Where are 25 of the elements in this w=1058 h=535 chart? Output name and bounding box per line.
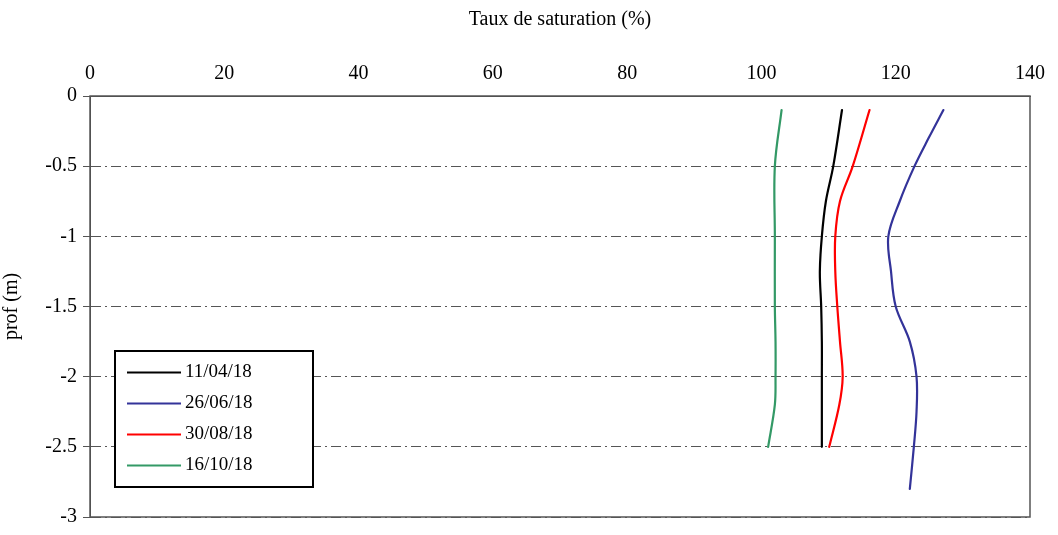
x-tick-label: 120 [880, 61, 911, 84]
y-tick-label: -1.5 [45, 293, 77, 316]
legend-label: 30/08/18 [185, 422, 253, 444]
line-series [818, 108, 844, 448]
x-tick-label: 140 [1015, 61, 1045, 84]
y-tick-label: -2.5 [45, 434, 77, 457]
y-tick-label: -2 [60, 363, 77, 386]
line-series [886, 108, 945, 491]
x-tick-label: 80 [617, 61, 638, 84]
x-tick-label: 40 [348, 61, 369, 84]
y-tick-label: -1 [60, 223, 77, 246]
legend-label: 11/04/18 [185, 360, 252, 382]
y-tick-label: 0 [67, 83, 77, 106]
x-tick-label: 60 [482, 61, 503, 84]
legend-label: 26/06/18 [185, 391, 253, 413]
x-tick-label: 0 [85, 61, 95, 84]
y-axis-title: prof (m) [0, 272, 23, 341]
line-series [767, 108, 783, 448]
x-axis-title: Taux de saturation (%) [468, 7, 652, 31]
x-tick-label: 20 [214, 61, 235, 84]
legend-label: 16/10/18 [185, 453, 253, 475]
line-series [828, 108, 871, 448]
y-tick-label: -0.5 [45, 153, 77, 176]
x-tick-label: 100 [746, 61, 777, 84]
y-tick-label: -3 [60, 504, 77, 527]
